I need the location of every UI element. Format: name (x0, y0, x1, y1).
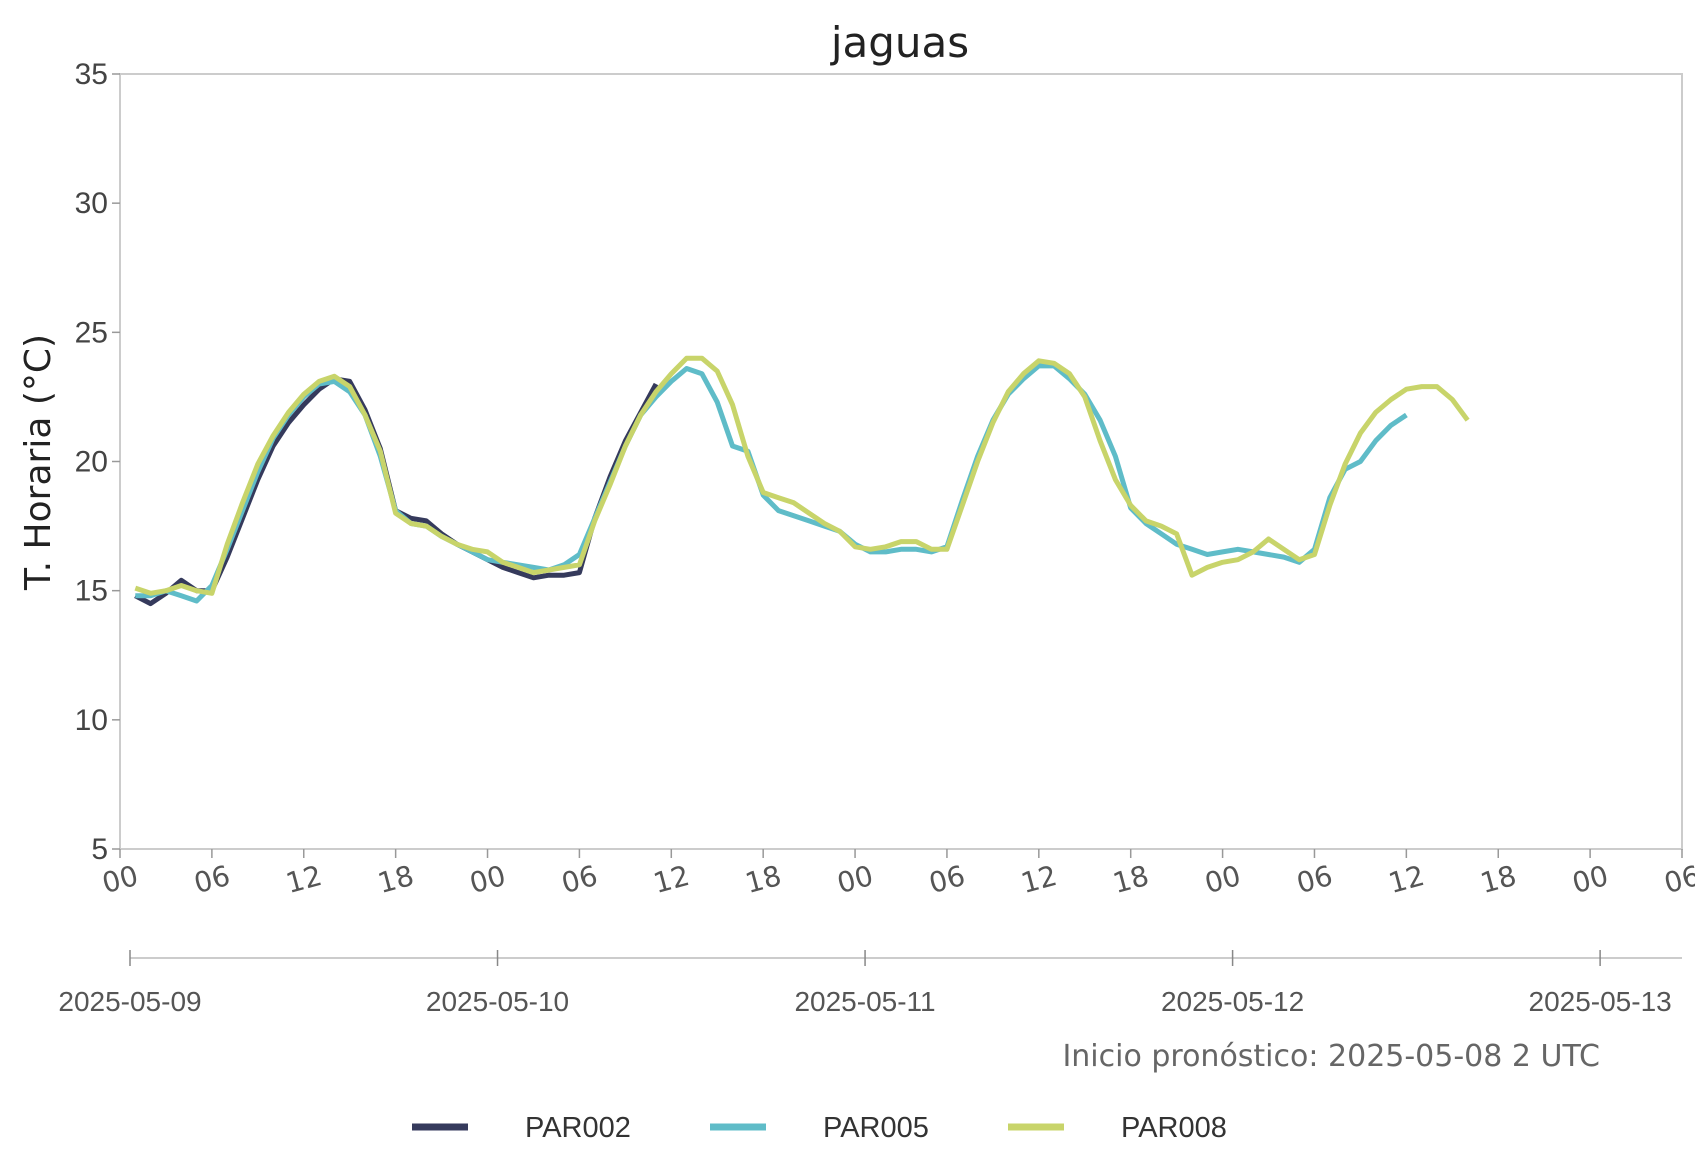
plot-frame (119, 73, 1683, 850)
date-tick-label: 2025-05-10 (426, 986, 569, 1017)
y-tick-label: 5 (91, 833, 108, 866)
legend-label: PAR005 (823, 1112, 929, 1144)
y-tick-label: 15 (75, 575, 108, 608)
date-tick-label: 2025-05-12 (1161, 986, 1304, 1017)
y-tick-label: 30 (75, 187, 108, 220)
y-axis-label: T. Horaria (°C) (18, 334, 59, 591)
x-tick-label: 00 (1569, 859, 1612, 900)
x-tick-label: 00 (1201, 859, 1244, 900)
x-tick-label: 18 (1109, 859, 1152, 900)
x-axis-dates: 2025-05-09 2025-05-10 2025-05-11 2025-05-12… (58, 950, 1682, 1017)
x-tick-label: 06 (1661, 859, 1695, 900)
x-tick-label: 12 (650, 859, 693, 900)
x-tick-label: 06 (558, 859, 601, 900)
y-tick-label: 20 (75, 446, 108, 479)
x-tick-label: 06 (191, 859, 234, 900)
y-tick-label: 10 (75, 704, 108, 737)
legend-label: PAR002 (525, 1112, 631, 1144)
y-tick-label: 35 (75, 58, 108, 91)
date-tick-label: 2025-05-09 (58, 986, 201, 1017)
series-line-par005 (135, 363, 1408, 604)
legend-label: PAR008 (1121, 1112, 1227, 1144)
x-tick-label: 06 (926, 859, 969, 900)
date-tick-label: 2025-05-13 (1529, 986, 1672, 1017)
y-axis: 5 10 15 20 25 30 35 (75, 58, 120, 866)
x-tick-label: 00 (834, 859, 877, 900)
x-tick-label: 12 (1385, 859, 1428, 900)
x-tick-label: 12 (1017, 859, 1060, 900)
legend: PAR002 PAR005 PAR008 (412, 1112, 1227, 1144)
legend-item-par008: PAR008 (1008, 1112, 1227, 1144)
forecast-start-note: Inicio pronóstico: 2025-05-08 2 UTC (1062, 1039, 1600, 1074)
x-tick-label: 12 (282, 859, 325, 900)
date-tick-label: 2025-05-11 (794, 986, 935, 1017)
x-tick-label: 06 (1293, 859, 1336, 900)
x-axis-hours: 00 06 12 18 00 06 12 18 00 06 12 18 00 06 12 18 00 06 (99, 849, 1695, 900)
series-line-par008 (134, 355, 1470, 596)
y-tick-label: 25 (75, 316, 108, 349)
x-tick-label: 00 (466, 859, 509, 900)
series-lines (134, 355, 1470, 607)
legend-item-par005: PAR005 (710, 1112, 929, 1144)
x-tick-label: 18 (742, 859, 785, 900)
series-line-par002 (134, 376, 659, 607)
legend-item-par002: PAR002 (412, 1112, 631, 1144)
x-tick-label: 18 (1477, 859, 1520, 900)
x-tick-label: 18 (374, 859, 417, 900)
chart-title: jaguas (830, 18, 969, 67)
